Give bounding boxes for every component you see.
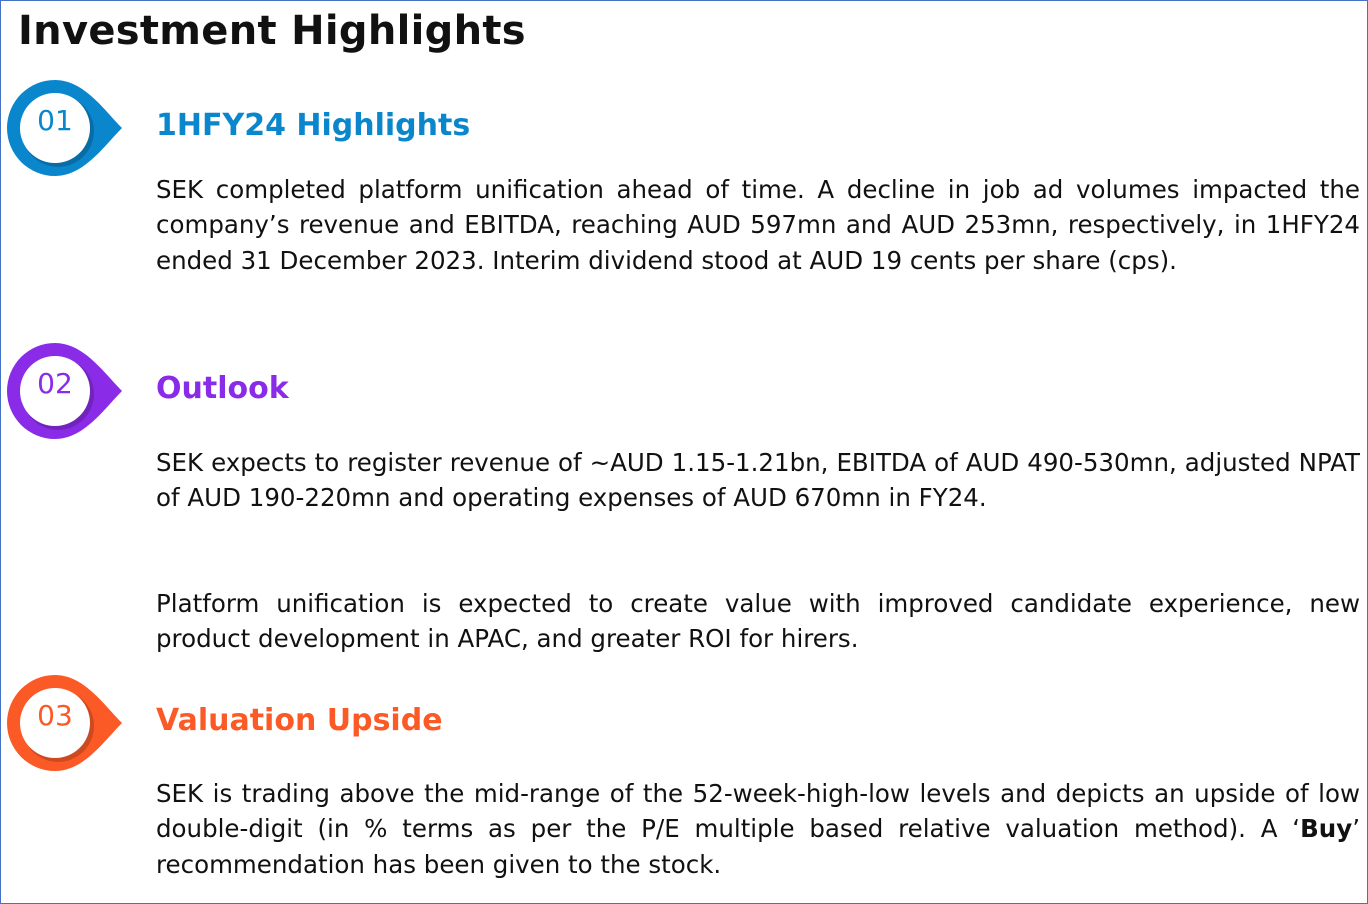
section-paragraph: SEK completed platform unification ahead…	[156, 175, 1360, 275]
paragraph-tail: ’ recommendation has been given to the s…	[156, 814, 1360, 879]
recommendation: Buy	[1300, 814, 1353, 844]
section-heading: 1HFY24 Highlights	[156, 108, 471, 143]
page-title: Investment Highlights	[18, 8, 526, 54]
pin-badge-icon	[7, 343, 122, 439]
section-number: 02	[37, 367, 73, 400]
section-badge-02: 02	[4, 339, 128, 443]
pin-badge-icon	[7, 675, 122, 771]
section-heading: Valuation Upside	[156, 703, 443, 738]
section-badge-03: 03	[4, 671, 128, 775]
section-number: 01	[37, 104, 73, 137]
section-heading: Outlook	[156, 371, 289, 406]
section-paragraph: SEK expects to register revenue of ~AUD …	[156, 448, 1360, 513]
section-badge-01: 01	[4, 76, 128, 180]
paragraph-text: SEK is trading above the mid-range of th…	[156, 779, 1360, 844]
section-number: 03	[37, 699, 73, 732]
pin-badge-icon	[7, 80, 122, 176]
section-paragraph: Platform unification is expected to crea…	[156, 589, 1360, 654]
section-paragraph: SEK is trading above the mid-range of th…	[156, 776, 1360, 882]
